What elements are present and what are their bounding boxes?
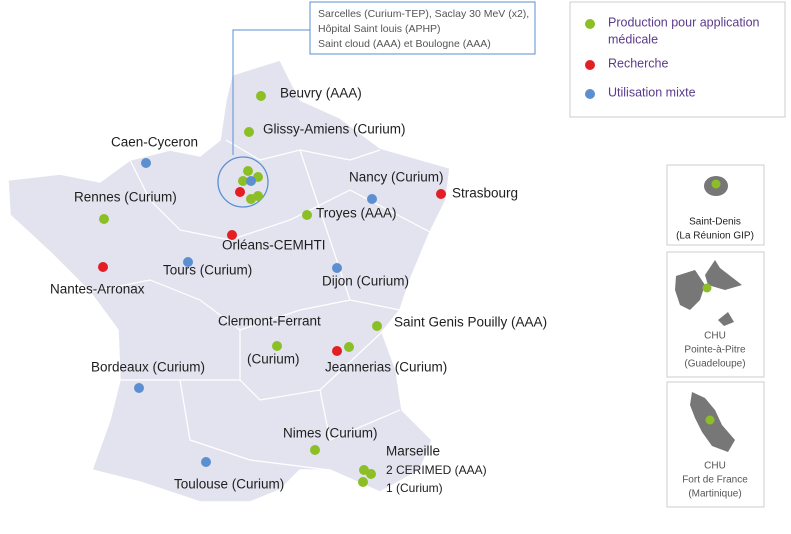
city-label: Orléans-CEMHTI <box>222 238 326 253</box>
callout-connector <box>232 29 310 155</box>
inset-label: CHU <box>704 461 726 472</box>
city-label: 1 (Curium) <box>386 481 443 495</box>
callout-line: Hôpital Saint louis (APHP) <box>318 23 441 35</box>
legend-label: Production pour application <box>608 15 760 29</box>
site-dot <box>310 445 320 455</box>
site-dot <box>244 127 254 137</box>
site-dot <box>246 176 256 186</box>
city-label: Clermont-Ferrant <box>218 314 321 329</box>
inset-label: (Guadeloupe) <box>684 359 745 370</box>
site-dot <box>436 189 446 199</box>
city-label: Jeannerias (Curium) <box>325 360 447 375</box>
callout-box <box>309 1 536 55</box>
legend-label: médicale <box>608 32 658 46</box>
city-label: Tours (Curium) <box>163 263 252 278</box>
city-label: (Curium) <box>247 352 300 367</box>
inset-label: Fort de France <box>682 475 748 486</box>
legend-label: Utilisation mixte <box>608 85 696 99</box>
city-label: Strasbourg <box>452 186 518 201</box>
legend-dot <box>585 60 595 70</box>
legend-dot <box>585 89 595 99</box>
site-dot <box>332 263 342 273</box>
site-dot <box>367 194 377 204</box>
site-dot <box>243 166 253 176</box>
callout-line: Saint cloud (AAA) et Boulogne (AAA) <box>318 38 491 50</box>
inset-label: Saint-Denis <box>689 217 741 228</box>
city-label: Caen-Cyceron <box>111 135 198 150</box>
site-dot <box>227 230 237 240</box>
site-dot <box>711 179 721 189</box>
legend-dot <box>585 19 595 29</box>
city-label: Dijon (Curium) <box>322 274 409 289</box>
callout-line: Sarcelles (Curium-TEP), Saclay 30 MeV (x… <box>318 8 529 20</box>
site-dot <box>201 457 211 467</box>
city-label: Saint Genis Pouilly (AAA) <box>394 315 547 330</box>
site-dot <box>98 262 108 272</box>
site-dot <box>235 187 245 197</box>
site-dot <box>702 283 712 293</box>
city-label: Rennes (Curium) <box>74 190 177 205</box>
legend-box <box>569 1 786 118</box>
site-dot <box>246 194 256 204</box>
site-dot <box>99 214 109 224</box>
city-label: Nancy (Curium) <box>349 170 444 185</box>
paris-circle <box>217 156 269 208</box>
site-dot <box>366 469 376 479</box>
city-label: Bordeaux (Curium) <box>91 360 205 375</box>
city-label: Nimes (Curium) <box>283 426 378 441</box>
city-label: Nantes-Arronax <box>50 282 145 297</box>
site-dot <box>141 158 151 168</box>
inset-label: Pointe-à-Pitre <box>684 345 746 356</box>
inset-label: (La Réunion GIP) <box>676 231 754 242</box>
site-dot <box>238 176 248 186</box>
site-dot <box>256 91 266 101</box>
city-label: Marseille <box>386 444 440 459</box>
site-dot <box>372 321 382 331</box>
city-label: Beuvry (AAA) <box>280 86 362 101</box>
site-dot <box>358 477 368 487</box>
inset-label: (Martinique) <box>688 489 741 500</box>
site-dot <box>134 383 144 393</box>
site-dots <box>98 91 446 487</box>
city-label: Glissy-Amiens (Curium) <box>263 122 406 137</box>
inset-label: CHU <box>704 331 726 342</box>
site-dot <box>183 257 193 267</box>
site-dot <box>332 346 342 356</box>
island-shape <box>675 260 742 326</box>
site-dot <box>302 210 312 220</box>
legend-label: Recherche <box>608 56 668 70</box>
site-dot <box>344 342 354 352</box>
site-dot <box>705 415 715 425</box>
city-label: Troyes (AAA) <box>316 206 397 221</box>
city-label: 2 CERIMED (AAA) <box>386 463 487 477</box>
france-outline <box>7 59 451 503</box>
region-borders <box>89 139 431 471</box>
city-label: Toulouse (Curium) <box>174 477 284 492</box>
site-dot <box>272 341 282 351</box>
